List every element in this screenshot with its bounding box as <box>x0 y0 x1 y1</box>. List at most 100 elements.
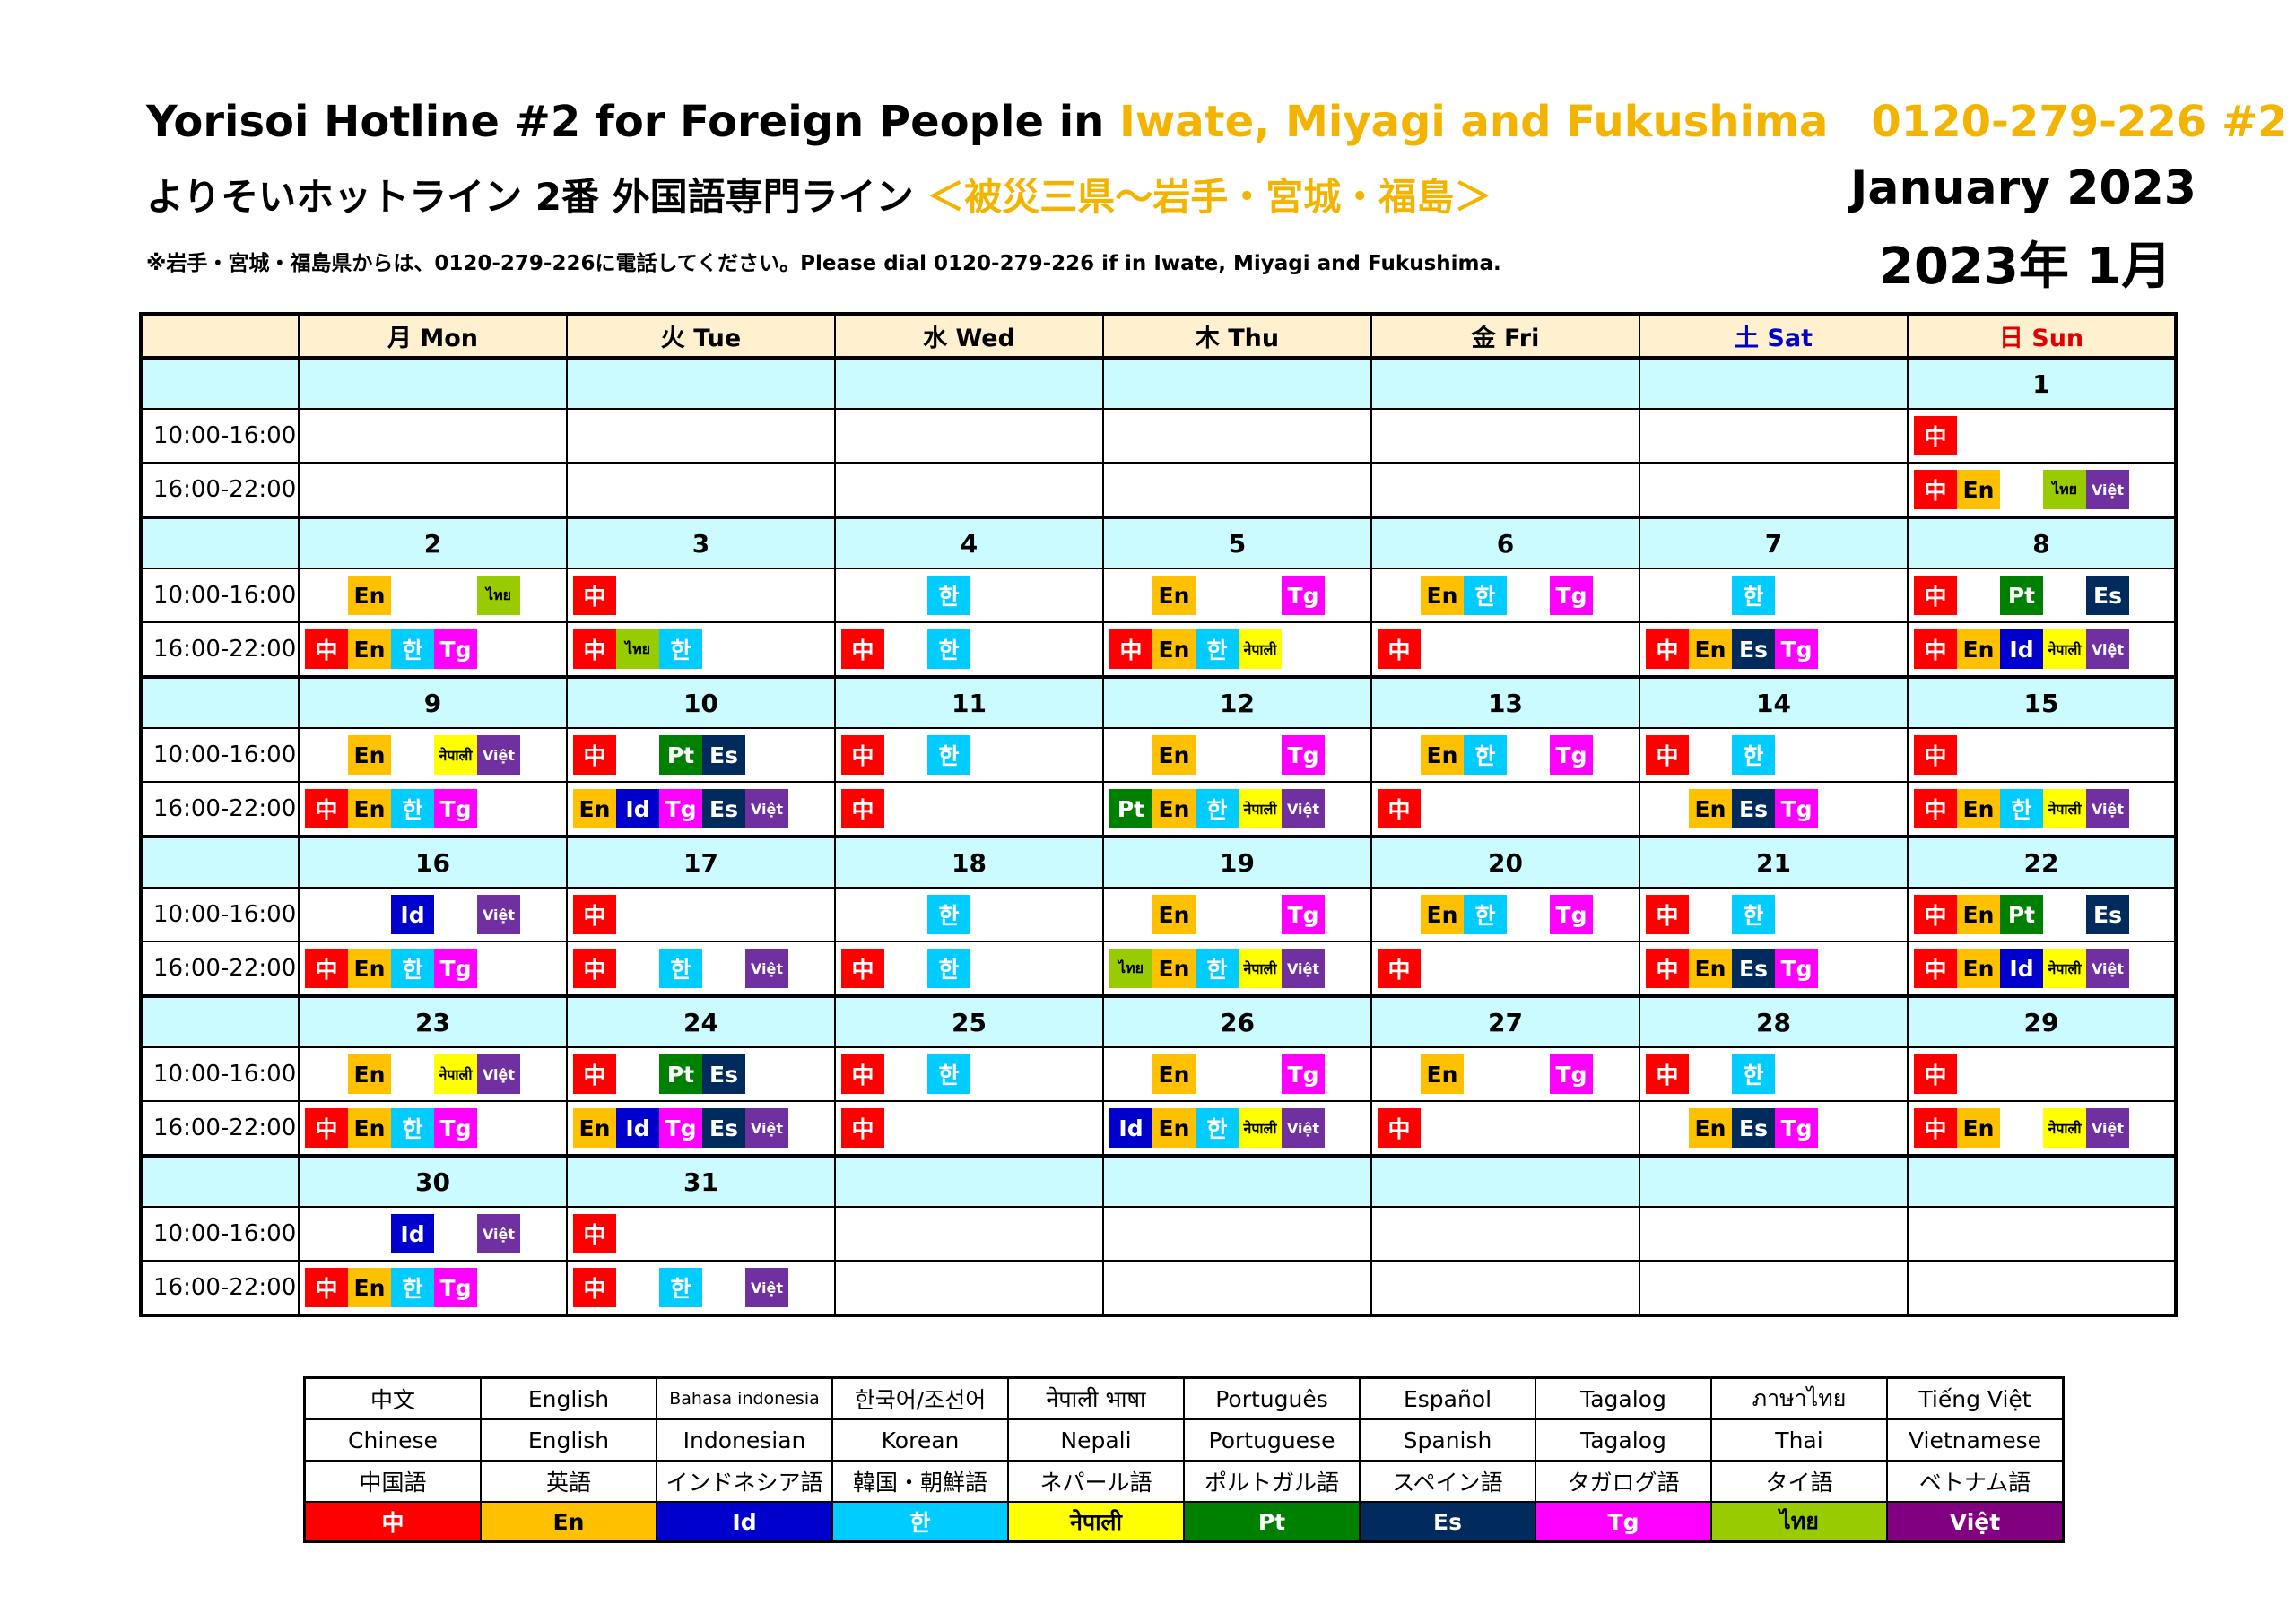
language-chip-es: Es <box>702 735 745 775</box>
day-number <box>834 1154 1104 1208</box>
language-chip-zh: 中 <box>573 735 616 775</box>
schedule-cell: 中 En 한 नेपाली <box>1102 621 1372 678</box>
language-legend: 中文 English Bahasa indonesia 한국어/조선어 नेपाली भ… <box>303 1376 2065 1543</box>
language-chip-group: 中 <box>1372 1102 1639 1154</box>
day-row-label <box>140 516 300 569</box>
language-chip-tg: Tg <box>1282 735 1325 775</box>
schedule-cell: 中ไทย 한 <box>566 621 836 678</box>
language-chip-vi: Việt <box>477 1214 520 1253</box>
legend-swatch: Es <box>1359 1501 1536 1543</box>
language-chip-zh: 中 <box>1646 949 1689 988</box>
empty-slot <box>702 1268 745 1307</box>
day-number: 8 <box>1907 516 2177 569</box>
schedule-cell: 中 <box>1370 1100 1640 1157</box>
empty-slot <box>305 576 348 615</box>
empty-slot <box>1646 1108 1689 1148</box>
language-chip-en: En <box>573 789 616 828</box>
language-chip-vi: Việt <box>477 895 520 934</box>
empty-slot <box>434 895 477 934</box>
language-chip-group: 中 <box>568 569 834 621</box>
language-chip-ko: 한 <box>927 949 970 988</box>
legend-swatch: 한 <box>831 1501 1009 1543</box>
language-chip-zh: 中 <box>573 949 616 988</box>
language-chip-tg: Tg <box>434 949 477 988</box>
legend-japanese-name: ベトナム語 <box>1886 1460 2065 1503</box>
schedule-cell <box>834 1206 1104 1262</box>
language-chip-ko: 한 <box>1464 576 1507 615</box>
language-chip-group <box>568 464 834 516</box>
schedule-cell: En नेपाली Việt <box>298 1046 568 1102</box>
schedule-cell: 中 En Pt Es <box>1907 887 2177 942</box>
time-slot-label: 16:00-22:00 <box>140 621 300 678</box>
weekday-header: 日 Sun <box>1907 313 2177 359</box>
schedule-cell: 中 En 한 Tg <box>298 781 568 837</box>
day-number: 15 <box>1907 675 2177 729</box>
language-chip-ko: 한 <box>391 949 434 988</box>
time-slot-label: 16:00-22:00 <box>140 462 300 518</box>
language-chip-group: 中 한 Việt <box>568 1262 834 1314</box>
language-chip-id: Id <box>1109 1108 1152 1148</box>
day-number: 16 <box>298 835 568 889</box>
title-japanese: よりそいホットライン 2番 外国語専門ライン ＜被災三県～岩手・宮城・福島＞ <box>146 167 1492 221</box>
empty-slot <box>1196 576 1239 615</box>
empty-slot <box>391 1054 434 1094</box>
schedule-cell: 中 En Id नेपाली Việt <box>1907 941 2177 997</box>
language-chip-en: En <box>1421 895 1464 934</box>
legend-native-name: Tagalog <box>1535 1376 1712 1420</box>
language-chip-tg: Tg <box>1775 949 1818 988</box>
language-chip-zh: 中 <box>305 949 348 988</box>
language-chip-ko: 한 <box>927 629 970 669</box>
language-chip-ko: 한 <box>927 576 970 615</box>
time-slot-label: 16:00-22:00 <box>140 781 300 837</box>
day-number-row: 9 10 11 12 13 14 15 <box>140 675 2177 729</box>
language-chip-ko: 한 <box>1464 735 1507 775</box>
language-chip-zh: 中 <box>1914 895 1957 934</box>
empty-slot <box>1507 895 1550 934</box>
schedule-cell: Pt En 한 नेपाली Việt <box>1102 781 1372 837</box>
language-chip-en: En <box>1689 629 1732 669</box>
schedule-cell <box>834 1260 1104 1316</box>
empty-slot <box>1646 789 1689 828</box>
language-chip-group: En ไทย <box>300 569 566 621</box>
language-chip-zh: 中 <box>573 1214 616 1253</box>
language-chip-vi: Việt <box>2086 470 2129 509</box>
language-chip-id: Id <box>2000 629 2043 669</box>
language-chip-tg: Tg <box>434 789 477 828</box>
day-row-label <box>140 994 300 1048</box>
language-chip-th: ไทย <box>2043 470 2086 509</box>
language-chip-en: En <box>1421 576 1464 615</box>
language-chip-tg: Tg <box>1775 629 1818 669</box>
language-chip-ko: 한 <box>927 895 970 934</box>
language-chip-zh: 中 <box>305 1268 348 1307</box>
language-chip-en: En <box>1152 895 1196 934</box>
language-chip-ne: नेपाली <box>1239 629 1282 669</box>
language-chip-tg: Tg <box>1550 895 1593 934</box>
language-chip-group <box>1909 1262 2174 1314</box>
language-chip-group: En Tg <box>1104 1048 1370 1100</box>
day-number <box>1102 1154 1372 1208</box>
language-chip-group: 中 En Es Tg <box>1640 623 1907 675</box>
day-number: 1 <box>1907 356 2177 410</box>
language-chip-en: En <box>1152 629 1196 669</box>
schedule-cell <box>1370 408 1640 464</box>
empty-slot <box>305 1054 348 1094</box>
language-chip-group: 中 Pt Es <box>1909 569 2174 621</box>
legend-row-native: 中文 English Bahasa indonesia 한국어/조선어 नेपाली भ… <box>303 1376 2065 1420</box>
language-chip-ne: नेपाली <box>2043 629 2086 669</box>
schedule-cell <box>1102 1260 1372 1316</box>
language-chip-th: ไทย <box>1109 949 1152 988</box>
title-japanese-prefix: よりそいホットライン 2番 外国語専門ライン <box>146 175 927 219</box>
legend-japanese-name: 英語 <box>480 1460 657 1503</box>
legend-english-name: English <box>480 1418 657 1462</box>
legend-english-name: Indonesian <box>656 1418 833 1462</box>
language-chip-group <box>836 1208 1102 1260</box>
language-chip-zh: 中 <box>841 1054 884 1094</box>
language-chip-en: En <box>1957 1108 2000 1148</box>
language-chip-group: En Tg <box>1372 1048 1639 1100</box>
language-chip-ko: 한 <box>391 629 434 669</box>
schedule-cell <box>834 408 1104 464</box>
language-chip-en: En <box>1957 789 2000 828</box>
language-chip-es: Es <box>1732 949 1775 988</box>
empty-slot <box>348 1214 391 1253</box>
